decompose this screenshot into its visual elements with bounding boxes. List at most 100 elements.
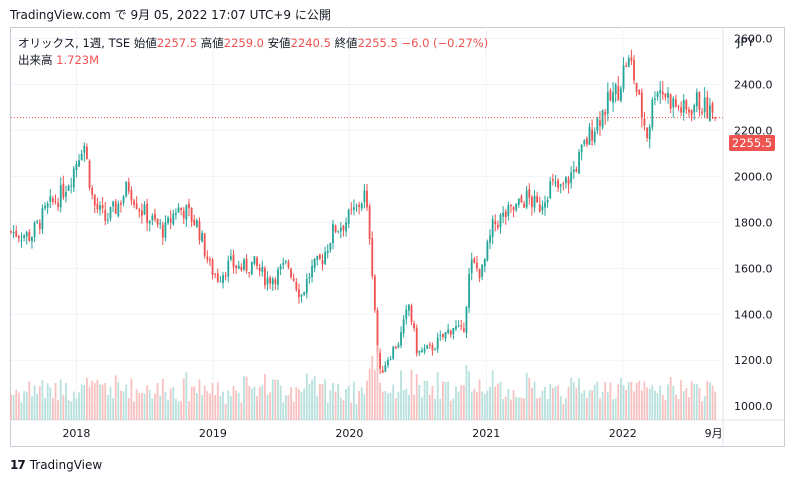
volume-bar — [329, 390, 332, 420]
volume-bar — [271, 379, 274, 420]
volume-bar — [483, 393, 486, 420]
volume-bar — [415, 374, 418, 420]
volume-bar — [201, 395, 204, 420]
volume-bar — [261, 385, 264, 420]
candle-body — [646, 127, 649, 138]
volume-bar — [23, 391, 26, 420]
volume-bar — [583, 390, 586, 420]
candle-body — [75, 163, 78, 170]
candle-body — [633, 59, 635, 81]
volume-bar — [303, 388, 306, 420]
volume-bar — [318, 384, 321, 420]
volume-bar — [609, 382, 612, 420]
candle-body — [405, 309, 408, 319]
volume-bar — [640, 390, 643, 420]
volume-bar — [229, 395, 232, 420]
volume-bar — [619, 378, 622, 420]
candle-body — [651, 99, 654, 128]
volume-bar — [494, 386, 497, 420]
volume-bar — [664, 399, 667, 420]
candle-body — [612, 92, 614, 103]
candle-body — [203, 233, 206, 256]
candle-body — [449, 330, 452, 335]
volume-bar — [326, 402, 329, 420]
candle-body — [211, 259, 214, 276]
candle-body — [279, 265, 282, 270]
volume-bar — [685, 388, 688, 420]
candle-body — [478, 268, 481, 278]
volume-bar — [604, 382, 607, 420]
candle-body — [65, 192, 67, 197]
volume-bar — [70, 401, 73, 420]
candle-body — [659, 89, 662, 94]
candle-body — [46, 203, 49, 208]
symbol-label[interactable]: オリックス, 1週, TSE — [18, 36, 131, 50]
candle-body — [177, 207, 180, 213]
candle-body — [23, 235, 26, 239]
candle-body — [174, 212, 177, 215]
x-tick-label: 2018 — [62, 427, 90, 440]
volume-bar — [154, 393, 156, 420]
volume-bar — [565, 398, 567, 420]
candle-body — [316, 256, 319, 260]
volume-bar — [384, 391, 387, 420]
x-tick-label: 2019 — [199, 427, 227, 440]
candle-body — [502, 212, 505, 217]
volume-bar — [266, 394, 269, 420]
volume-bar — [368, 368, 371, 420]
volume-bar — [426, 381, 429, 420]
footer-brand[interactable]: 17 TradingView — [10, 458, 102, 472]
volume-bar — [708, 382, 711, 420]
volume-bar — [101, 384, 104, 420]
candle-body — [303, 292, 306, 295]
volume-bar — [517, 397, 520, 420]
candle-body — [708, 105, 711, 121]
volume-bar — [452, 398, 455, 420]
candle-body — [25, 232, 28, 237]
candle-body — [604, 111, 607, 116]
chart-frame[interactable] — [10, 27, 785, 447]
volume-bar — [120, 390, 122, 420]
candle-body — [198, 221, 201, 241]
volume-bar — [693, 383, 696, 420]
candle-body — [421, 350, 423, 353]
volume-bar — [669, 377, 672, 420]
volume-bar — [606, 392, 609, 420]
volume-bar — [298, 389, 300, 420]
volume-bar — [104, 383, 107, 420]
candle-body — [596, 117, 599, 131]
tradingview-logo-icon: 17 — [10, 458, 26, 472]
volume-bar — [570, 377, 573, 420]
candle-body — [525, 190, 528, 208]
volume-bar — [358, 390, 361, 420]
volume-bar — [112, 398, 115, 420]
volume-bar — [25, 391, 28, 420]
candle-body — [106, 219, 109, 221]
volume-bar — [245, 376, 248, 420]
candle-body — [12, 232, 15, 234]
candle-body — [324, 251, 327, 265]
volume-bar — [321, 383, 324, 420]
candle-body — [311, 265, 313, 278]
volume-bar — [88, 386, 91, 420]
candle-body — [476, 262, 478, 269]
volume-bar — [648, 388, 651, 420]
candle-body — [93, 194, 96, 206]
candle-body — [57, 202, 60, 208]
volume-legend: 出来高 1.723M — [18, 52, 99, 68]
volume-bar — [206, 390, 209, 420]
candle-body — [436, 337, 439, 350]
open-value: 2257.5 — [156, 36, 198, 50]
volume-bar — [172, 386, 175, 420]
candle-body — [609, 90, 612, 101]
candle-body — [15, 230, 18, 237]
volume-bar — [549, 383, 552, 420]
candle-body — [486, 241, 489, 261]
candle-body — [122, 196, 125, 204]
candle-body — [245, 258, 248, 271]
candle-body — [664, 93, 667, 97]
candle-body — [544, 202, 546, 208]
candle-body — [528, 189, 531, 198]
brand-name: TradingView — [29, 458, 103, 472]
